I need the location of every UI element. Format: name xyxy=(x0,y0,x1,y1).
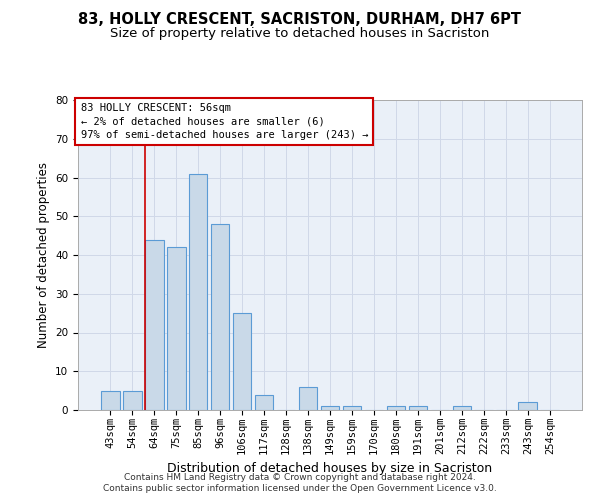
Text: Contains public sector information licensed under the Open Government Licence v3: Contains public sector information licen… xyxy=(103,484,497,493)
Bar xyxy=(233,313,251,410)
Bar xyxy=(299,387,317,410)
Bar xyxy=(101,390,119,410)
Bar xyxy=(145,240,164,410)
X-axis label: Distribution of detached houses by size in Sacriston: Distribution of detached houses by size … xyxy=(167,462,493,475)
Bar xyxy=(452,406,471,410)
Bar xyxy=(343,406,361,410)
Bar xyxy=(167,247,185,410)
Bar xyxy=(409,406,427,410)
Bar xyxy=(255,394,274,410)
Text: 83 HOLLY CRESCENT: 56sqm
← 2% of detached houses are smaller (6)
97% of semi-det: 83 HOLLY CRESCENT: 56sqm ← 2% of detache… xyxy=(80,103,368,140)
Text: Contains HM Land Registry data © Crown copyright and database right 2024.: Contains HM Land Registry data © Crown c… xyxy=(124,472,476,482)
Y-axis label: Number of detached properties: Number of detached properties xyxy=(37,162,50,348)
Bar xyxy=(189,174,208,410)
Bar xyxy=(211,224,229,410)
Bar xyxy=(386,406,405,410)
Bar xyxy=(123,390,142,410)
Bar xyxy=(320,406,340,410)
Bar xyxy=(518,402,537,410)
Text: Size of property relative to detached houses in Sacriston: Size of property relative to detached ho… xyxy=(110,28,490,40)
Text: 83, HOLLY CRESCENT, SACRISTON, DURHAM, DH7 6PT: 83, HOLLY CRESCENT, SACRISTON, DURHAM, D… xyxy=(79,12,521,28)
